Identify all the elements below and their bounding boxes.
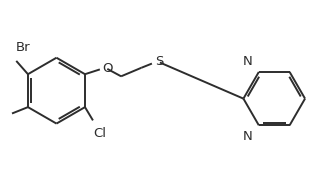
Text: Cl: Cl xyxy=(93,127,107,140)
Text: S: S xyxy=(155,55,164,68)
Text: N: N xyxy=(243,55,252,68)
Text: Br: Br xyxy=(16,41,30,54)
Text: O: O xyxy=(102,62,113,75)
Text: N: N xyxy=(243,130,252,143)
